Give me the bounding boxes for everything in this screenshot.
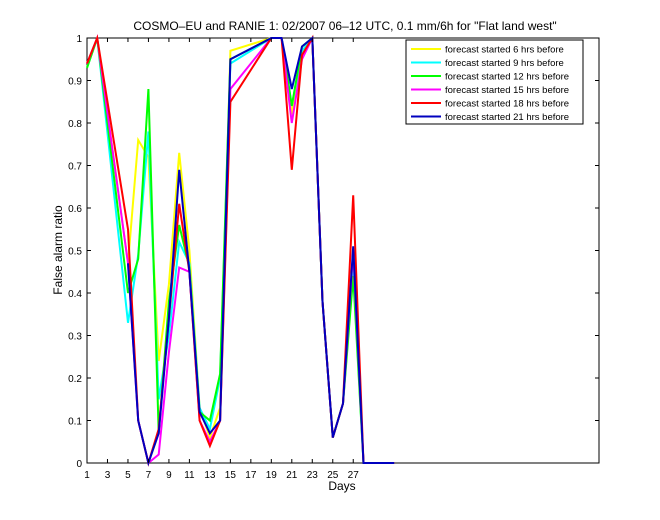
y-tick-label: 0.7 [68, 162, 82, 173]
legend-label-6: forecast started 21 hrs before [445, 112, 569, 123]
y-tick-label: 0.8 [68, 119, 82, 130]
legend-label-2: forecast started 9 hrs before [445, 58, 564, 69]
y-tick-label: 0.3 [68, 332, 82, 343]
x-tick-label: 1 [84, 470, 90, 481]
y-tick-label: 0 [76, 459, 82, 470]
x-tick-label: 5 [125, 470, 131, 481]
x-tick-label: 17 [245, 470, 257, 481]
y-tick-label: 0.6 [68, 204, 82, 215]
x-tick-label: 19 [266, 470, 278, 481]
legend-label-3: forecast started 12 hrs before [445, 72, 569, 83]
x-tick-label: 11 [184, 470, 195, 481]
data-lines [86, 34, 395, 467]
x-tick-label: 25 [327, 470, 339, 481]
y-tick-label: 0.2 [68, 374, 82, 385]
legend-label-5: forecast started 18 hrs before [445, 99, 569, 110]
series-line-6 [127, 35, 395, 467]
legend-box [405, 39, 584, 125]
x-tick-label: 23 [307, 470, 319, 481]
x-tick-label: 27 [348, 470, 360, 481]
y-tick-label: 0.9 [68, 77, 82, 88]
legend: forecast started 6 hrs before forecast st… [405, 39, 584, 125]
chart-title: COSMO–EU and RANIE 1: 02/2007 06–12 UTC,… [133, 19, 556, 33]
y-ticks: 0 0.1 0.2 0.3 0.4 0.5 0.6 0.7 0.8 0.9 1 [68, 34, 599, 470]
y-axis-label: False alarm ratio [51, 205, 65, 295]
x-tick-label: 13 [204, 470, 216, 481]
y-tick-label: 0.5 [68, 247, 82, 258]
x-tick-label: 15 [225, 470, 237, 481]
x-tick-label: 21 [286, 470, 298, 481]
y-tick-label: 0.1 [68, 417, 82, 428]
legend-label-1: forecast started 6 hrs before [445, 45, 564, 56]
x-tick-label: 3 [105, 470, 111, 481]
x-ticks: 1 3 5 7 9 11 13 15 17 19 21 23 25 27 [84, 38, 359, 481]
y-tick-label: 0.4 [68, 289, 82, 300]
x-tick-label: 9 [166, 470, 172, 481]
x-tick-label: 7 [146, 470, 152, 481]
x-axis-label: Days [328, 479, 355, 493]
y-tick-label: 1 [76, 34, 82, 45]
legend-label-4: forecast started 15 hrs before [445, 85, 569, 96]
